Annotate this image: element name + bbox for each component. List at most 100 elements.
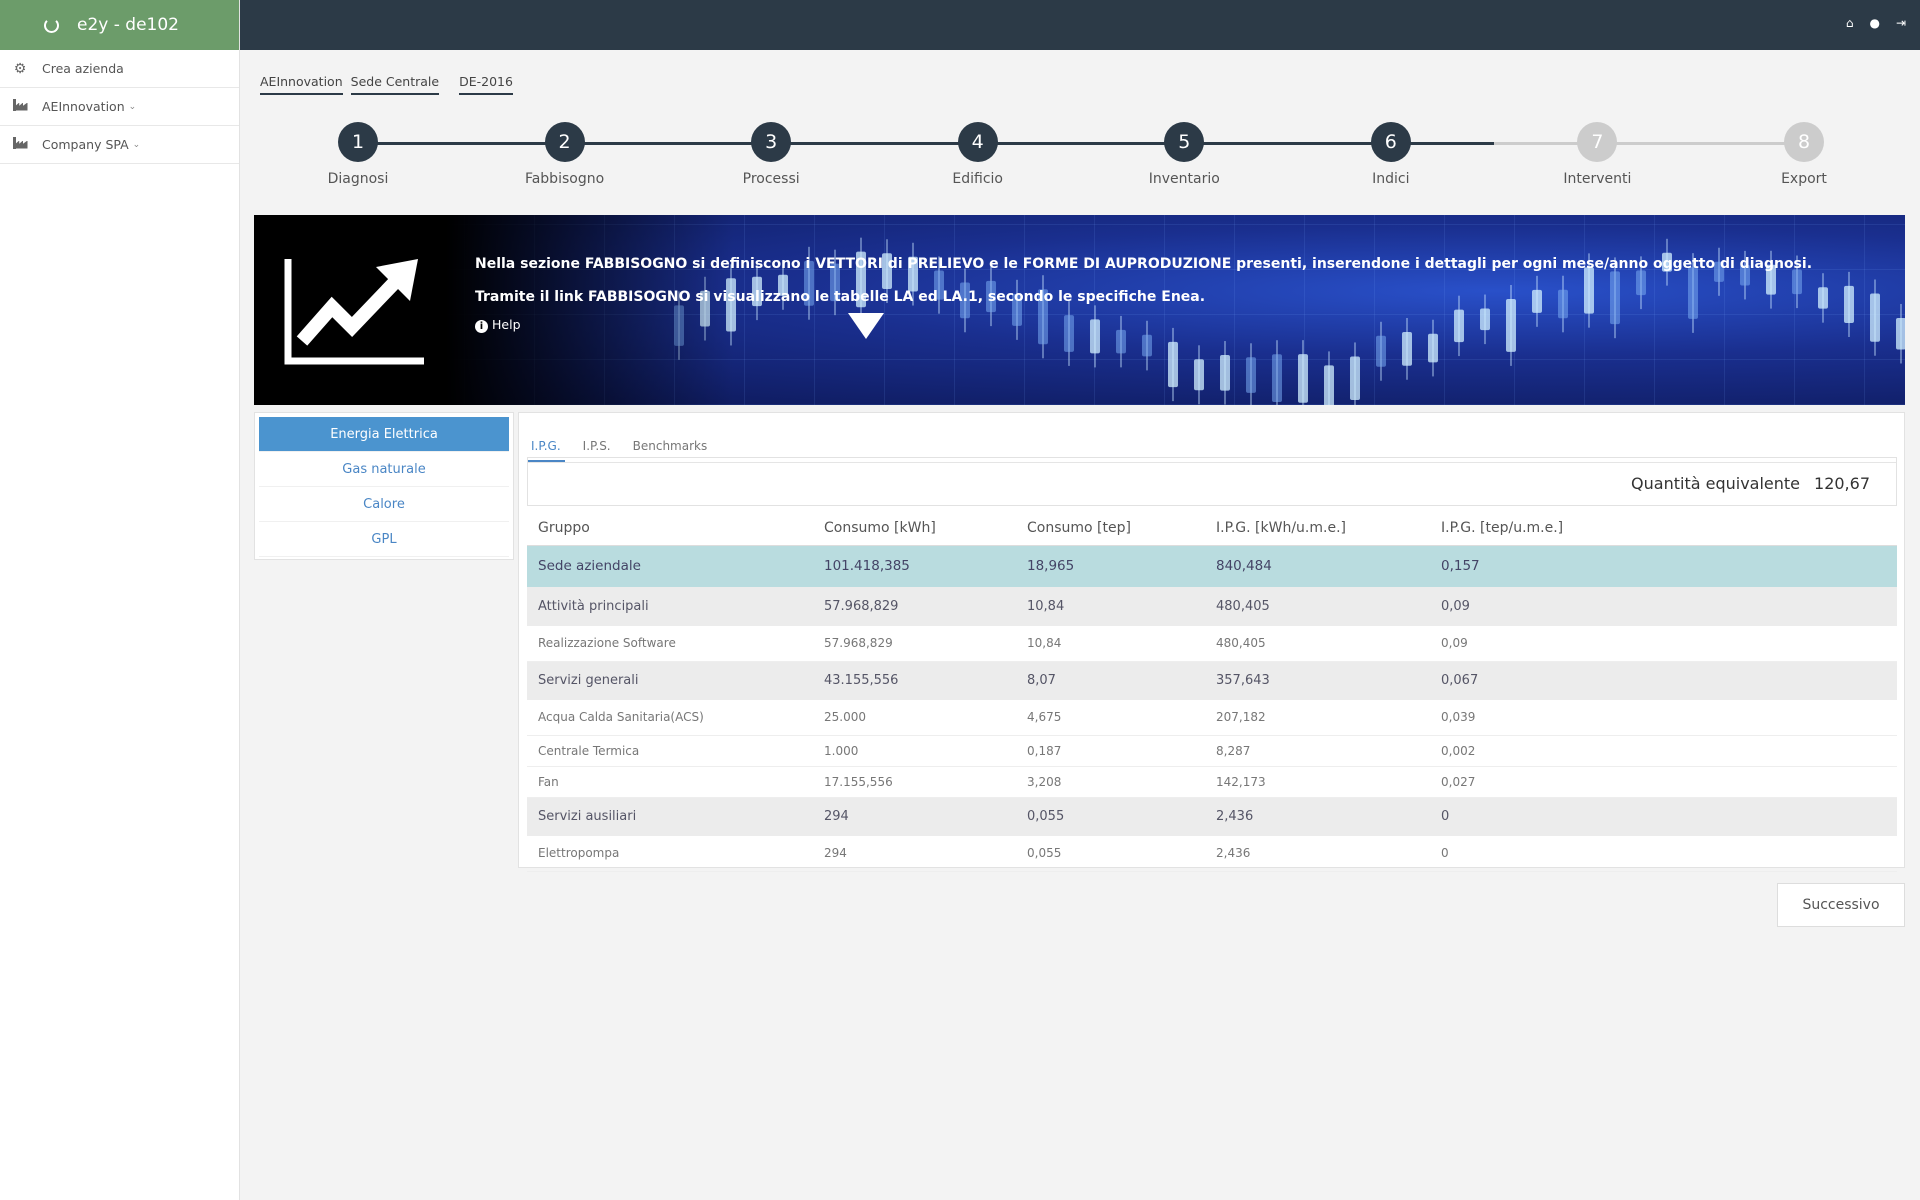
tab-ips[interactable]: I.P.S.: [582, 439, 611, 453]
step-number: 4: [957, 122, 998, 162]
energy-item-calore[interactable]: Calore: [259, 487, 509, 522]
user-icon[interactable]: ●: [1869, 16, 1880, 30]
table-cell: 0,002: [1430, 735, 1897, 767]
logout-icon[interactable]: ⇥: [1895, 16, 1906, 30]
stepper-progress: [358, 142, 1495, 145]
sidebar-item-label: AEInnovation: [42, 99, 125, 114]
breadcrumb-diagnosis[interactable]: DE-2016: [459, 74, 513, 95]
table-cell: 57.968,829: [813, 587, 1016, 626]
step-number: 1: [338, 122, 378, 162]
step-4[interactable]: 4 Edificio: [918, 122, 1038, 187]
table-cell: 57.968,829: [813, 626, 1016, 662]
app-brand[interactable]: e2y - de102: [0, 0, 239, 50]
step-label: Interventi: [1563, 171, 1632, 187]
energy-item-gpl[interactable]: GPL: [259, 522, 509, 557]
table-cell: Sede aziendale: [527, 545, 813, 587]
table-row[interactable]: Servizi ausiliari 294 0,055 2,436 0: [527, 797, 1897, 836]
sidebar: e2y - de102 ⚙ Crea azienda AEInnovation …: [0, 0, 240, 1200]
table-cell: Centrale Termica: [527, 735, 813, 767]
breadcrumb-site[interactable]: Sede Centrale: [350, 74, 440, 95]
table-row[interactable]: Realizzazione Software 57.968,829 10,84 480…: [527, 626, 1897, 662]
chevron-down-icon: ⌄: [132, 139, 141, 150]
step-label: Processi: [742, 171, 800, 187]
table-row[interactable]: Sede aziendale 101.418,385 18,965 840,484 0,…: [527, 545, 1897, 587]
table-cell: 3,208: [1016, 766, 1205, 798]
table-cell: 0: [1430, 797, 1897, 836]
step-number: 3: [751, 122, 792, 162]
table-cell: 0,09: [1430, 626, 1897, 662]
info-banner: Nella sezione FABBISOGNO si definiscono …: [254, 215, 1905, 405]
table-row[interactable]: Elettropompa 294 0,055 2,436 0: [527, 836, 1897, 872]
table-row[interactable]: Servizi generali 43.155,556 8,07 357,643 0,0…: [527, 661, 1897, 700]
tab-bar: I.P.G. I.P.S. Benchmarks: [527, 425, 1897, 463]
table-cell: 480,405: [1205, 626, 1430, 662]
table-cell: Servizi ausiliari: [527, 797, 813, 836]
table-cell: 17.155,556: [813, 766, 1016, 798]
sidebar-item-crea-azienda[interactable]: ⚙ Crea azienda: [0, 50, 239, 88]
sidebar-item-company-spa[interactable]: Company SPA ⌄: [0, 126, 239, 164]
step-number: 2: [544, 122, 585, 162]
step-7[interactable]: 7 Interventi: [1537, 122, 1657, 187]
table-row[interactable]: Centrale Termica 1.000 0,187 8,287 0,002: [527, 735, 1897, 767]
step-8[interactable]: 8 Export: [1744, 122, 1864, 187]
header-consumo-tep: Consumo [tep]: [1016, 511, 1205, 546]
industry-icon: [12, 136, 28, 153]
table-cell: 142,173: [1205, 766, 1430, 798]
table-cell: Fan: [527, 766, 813, 798]
energy-item-elettrica[interactable]: Energia Elettrica: [259, 417, 509, 452]
tab-benchmarks[interactable]: Benchmarks: [632, 439, 708, 453]
next-button[interactable]: Successivo: [1777, 883, 1905, 927]
step-3[interactable]: 3 Processi: [711, 122, 831, 187]
table-cell: 1.000: [813, 735, 1016, 767]
banner-line-2: Tramite il link FABBISOGNO si visualizza…: [475, 289, 1206, 305]
help-label: Help: [492, 317, 521, 332]
table-cell: 43.155,556: [813, 661, 1016, 700]
table-cell: 10,84: [1016, 626, 1205, 662]
header-gruppo: Gruppo: [527, 511, 813, 546]
table-row[interactable]: Acqua Calda Sanitaria(ACS) 25.000 4,675 207…: [527, 700, 1897, 736]
energy-item-gas[interactable]: Gas naturale: [259, 452, 509, 487]
table-cell: 2,436: [1205, 797, 1430, 836]
step-label: Edificio: [952, 171, 1003, 187]
quantity-box: Quantità equivalente 120,67: [527, 457, 1897, 506]
table-cell: 10,84: [1016, 587, 1205, 626]
table-cell: 25.000: [813, 700, 1016, 736]
step-number: 7: [1577, 122, 1618, 162]
energy-vector-nav: Energia Elettrica Gas naturale Calore GP…: [254, 412, 514, 560]
table-header-row: Gruppo Consumo [kWh] Consumo [tep] I.P.G…: [527, 511, 1897, 546]
table-cell: Realizzazione Software: [527, 626, 813, 662]
breadcrumb-company[interactable]: AEInnovation: [260, 74, 343, 95]
table-row[interactable]: Fan 17.155,556 3,208 142,173 0,027: [527, 766, 1897, 798]
step-5[interactable]: 5 Inventario: [1124, 122, 1244, 187]
help-link[interactable]: i Help: [475, 317, 521, 333]
step-1[interactable]: 1 Diagnosi: [298, 122, 418, 187]
home-icon[interactable]: ⌂: [1845, 16, 1854, 30]
table-cell: Acqua Calda Sanitaria(ACS): [527, 700, 813, 736]
top-bar: ⌂ ● ⇥: [240, 0, 1920, 50]
banner-line-1: Nella sezione FABBISOGNO si definiscono …: [475, 256, 1813, 272]
industry-icon: [12, 98, 28, 115]
table-cell: 0,039: [1430, 700, 1897, 736]
table-cell: 2,436: [1205, 836, 1430, 872]
quantity-label: Quantità equivalente: [1631, 474, 1801, 493]
table-cell: 480,405: [1205, 587, 1430, 626]
quantity-value: 120,67: [1814, 474, 1870, 493]
table-cell: 840,484: [1205, 545, 1430, 587]
step-2[interactable]: 2 Fabbisogno: [505, 122, 625, 187]
stepper: 1 Diagnosi 2 Fabbisogno 3 Processi 4 Edificio 5 I…: [254, 122, 1904, 194]
table-cell: 0,09: [1430, 587, 1897, 626]
tab-ipg[interactable]: I.P.G.: [527, 425, 565, 462]
stepper-track: [358, 142, 1804, 145]
step-label: Diagnosi: [327, 171, 389, 187]
step-label: Export: [1781, 171, 1827, 187]
table-row[interactable]: Attività principali 57.968,829 10,84 480,40…: [527, 587, 1897, 626]
table-cell: 207,182: [1205, 700, 1430, 736]
header-ipg-tep: I.P.G. [tep/u.m.e.]: [1430, 511, 1897, 546]
table-cell: 18,965: [1016, 545, 1205, 587]
step-6[interactable]: 6 Indici: [1331, 122, 1451, 187]
step-number: 6: [1370, 122, 1411, 162]
sidebar-item-aeinnovation[interactable]: AEInnovation ⌄: [0, 88, 239, 126]
header-consumo-kwh: Consumo [kWh]: [813, 511, 1016, 546]
step-number: 8: [1784, 122, 1824, 162]
table-cell: 0,055: [1016, 836, 1205, 872]
